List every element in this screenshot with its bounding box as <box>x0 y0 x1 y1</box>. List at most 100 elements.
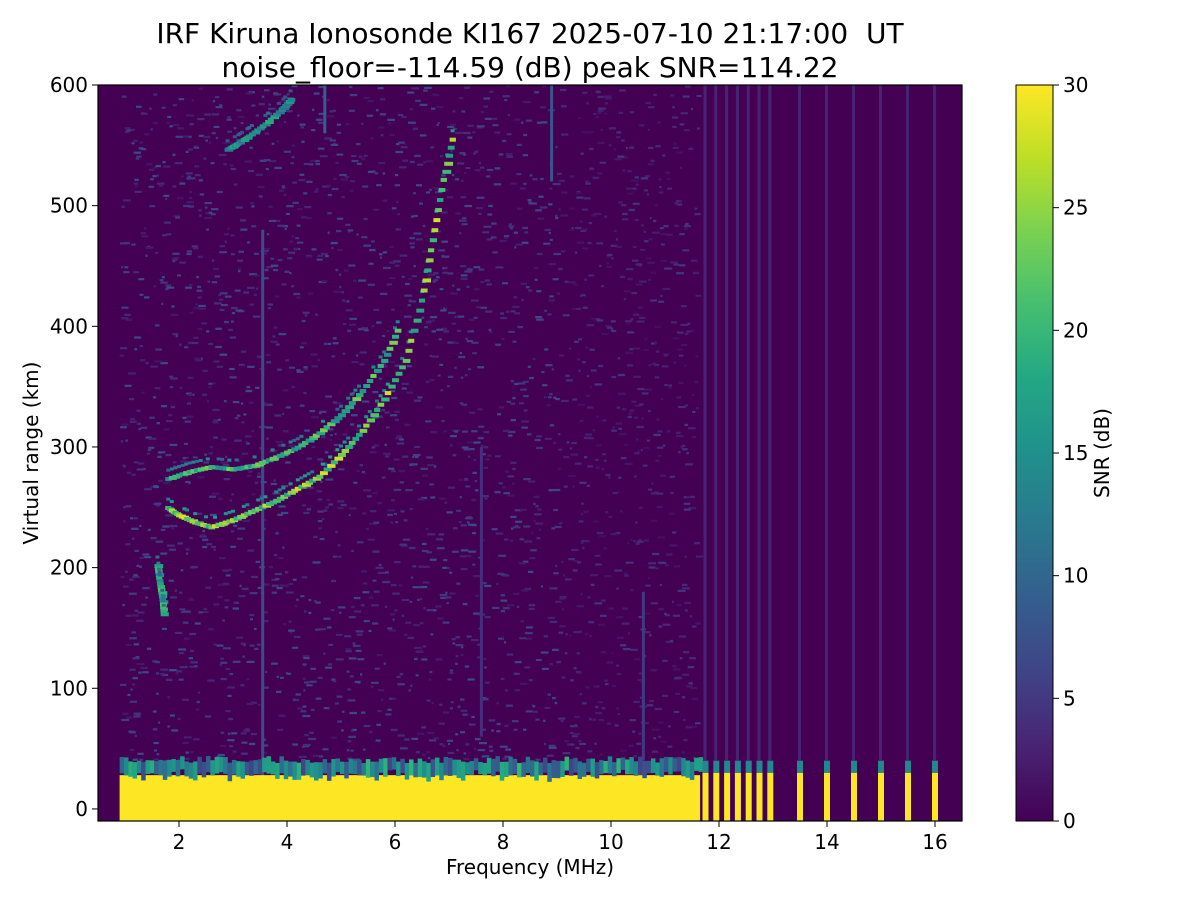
heatmap-cell <box>653 737 657 740</box>
heatmap-cell <box>267 107 276 110</box>
heatmap-cell <box>280 511 289 515</box>
heatmap-cell <box>348 616 356 619</box>
heatmap-cell <box>200 534 206 537</box>
heatmap-cell <box>461 277 465 281</box>
heatmap-cell <box>524 587 532 590</box>
heatmap-cell <box>692 436 697 439</box>
heatmap-cell <box>630 179 639 182</box>
heatmap-cell <box>692 271 700 275</box>
heatmap-cell <box>374 407 381 412</box>
heatmap-cell <box>153 485 159 488</box>
heatmap-cell <box>248 470 253 473</box>
heatmap-cell <box>138 278 145 281</box>
heatmap-cell <box>665 614 671 617</box>
heatmap-cell <box>537 217 545 220</box>
heatmap-cell <box>266 233 270 236</box>
heatmap-cell <box>587 406 594 409</box>
heatmap-cell <box>227 116 231 119</box>
heatmap-cell <box>370 413 379 418</box>
heatmap-cell <box>288 444 296 447</box>
heatmap-cell <box>636 320 645 323</box>
heatmap-cell <box>471 498 477 502</box>
heatmap-cell <box>599 264 602 267</box>
heatmap-cell <box>513 296 518 299</box>
heatmap-cell <box>464 477 468 481</box>
heatmap-cell <box>535 209 542 212</box>
heatmap-cell <box>623 443 629 446</box>
heatmap-cell <box>394 512 397 516</box>
heatmap-cell <box>366 527 369 531</box>
heatmap-cell <box>600 128 603 132</box>
heatmap-cell <box>658 300 665 303</box>
heatmap-cell <box>252 455 257 459</box>
heatmap-cell <box>633 313 640 316</box>
colorbar-label: SNR (dB) <box>1090 408 1114 498</box>
heatmap-cell <box>573 630 580 634</box>
heatmap-cell <box>426 699 431 702</box>
heatmap-cell <box>646 760 652 774</box>
heatmap-cell <box>496 582 499 586</box>
heatmap-cell <box>333 443 341 447</box>
heatmap-cell <box>535 718 540 721</box>
heatmap-cell <box>184 420 191 423</box>
heatmap-cell <box>296 762 302 780</box>
heatmap-cell <box>601 707 606 710</box>
heatmap-cell <box>198 179 203 182</box>
heatmap-cell <box>592 429 595 432</box>
chart-subtitle: noise_floor=-114.59 (dB) peak SNR=114.22 <box>221 51 839 84</box>
heatmap-cell <box>492 117 498 120</box>
heatmap-cell <box>662 623 671 626</box>
heatmap-cell <box>486 238 493 241</box>
heatmap-cell <box>681 751 685 754</box>
heatmap-cell <box>428 739 437 742</box>
heatmap-cell <box>297 114 300 117</box>
heatmap-cell <box>310 667 316 670</box>
heatmap-cell <box>390 613 396 616</box>
heatmap-cell <box>283 95 288 99</box>
heatmap-cell <box>632 730 636 733</box>
heatmap-cell <box>441 240 448 243</box>
heatmap-cell <box>476 125 485 128</box>
heatmap-cell <box>549 187 553 190</box>
heatmap-cell <box>243 413 247 416</box>
heatmap-cell <box>507 475 515 478</box>
heatmap-cell <box>522 226 529 230</box>
heatmap-cell <box>571 441 577 445</box>
heatmap-cell <box>230 545 236 548</box>
heatmap-cell <box>305 480 313 485</box>
heatmap-cell <box>137 611 145 614</box>
heatmap-cell <box>237 267 242 270</box>
heatmap-cell <box>449 669 454 672</box>
heatmap-cell <box>198 611 204 614</box>
heatmap-cell <box>667 430 671 433</box>
heatmap-cell <box>384 443 387 446</box>
heatmap-cell <box>428 678 432 681</box>
heatmap-cell <box>203 135 211 139</box>
heatmap-cell <box>504 761 509 778</box>
heatmap-cell <box>637 306 643 309</box>
heatmap-cell <box>119 775 701 821</box>
heatmap-cell <box>158 591 168 596</box>
heatmap-cell <box>681 444 686 447</box>
heatmap-cell <box>251 493 256 496</box>
heatmap-cell <box>824 772 830 821</box>
heatmap-cell <box>373 521 380 524</box>
heatmap-cell <box>366 378 374 383</box>
heatmap-cell <box>323 467 332 472</box>
heatmap-cell <box>336 131 342 134</box>
heatmap-cell <box>398 470 406 473</box>
heatmap-cell <box>404 762 410 780</box>
heatmap-cell <box>505 704 513 707</box>
heatmap-cell <box>410 684 413 687</box>
heatmap-cell <box>263 247 271 251</box>
heatmap-cell <box>329 110 334 113</box>
heatmap-cell <box>425 160 434 163</box>
heatmap-cell <box>479 306 488 309</box>
heatmap-cell <box>586 102 589 105</box>
heatmap-cell <box>277 488 282 492</box>
heatmap-cell <box>659 583 662 587</box>
heatmap-cell <box>562 752 571 755</box>
heatmap-cell <box>486 175 491 178</box>
heatmap-cell <box>574 340 579 343</box>
heatmap-cell <box>387 122 392 125</box>
